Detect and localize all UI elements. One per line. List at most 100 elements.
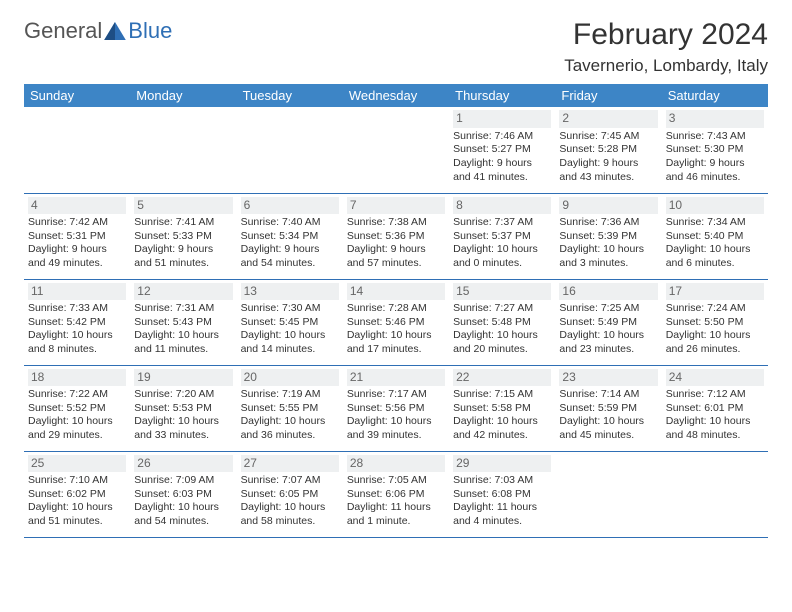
day-number: 26	[134, 455, 232, 473]
sunset-text: Sunset: 5:58 PM	[453, 402, 551, 416]
calendar-day-cell: 12Sunrise: 7:31 AMSunset: 5:43 PMDayligh…	[130, 279, 236, 365]
daylight-text: Daylight: 10 hours and 26 minutes.	[666, 329, 764, 356]
calendar-body: 1Sunrise: 7:46 AMSunset: 5:27 PMDaylight…	[24, 107, 768, 537]
sunrise-text: Sunrise: 7:30 AM	[241, 302, 339, 316]
day-number: 18	[28, 369, 126, 387]
day-number: 21	[347, 369, 445, 387]
sunset-text: Sunset: 5:56 PM	[347, 402, 445, 416]
sunset-text: Sunset: 5:53 PM	[134, 402, 232, 416]
daylight-text: Daylight: 11 hours and 1 minute.	[347, 501, 445, 528]
brand-blue: Blue	[128, 18, 172, 44]
location-text: Tavernerio, Lombardy, Italy	[564, 56, 768, 76]
sunset-text: Sunset: 5:42 PM	[28, 316, 126, 330]
daylight-text: Daylight: 10 hours and 0 minutes.	[453, 243, 551, 270]
daylight-text: Daylight: 10 hours and 3 minutes.	[559, 243, 657, 270]
daylight-text: Daylight: 10 hours and 54 minutes.	[134, 501, 232, 528]
daylight-text: Daylight: 10 hours and 58 minutes.	[241, 501, 339, 528]
weekday-header: Monday	[130, 84, 236, 107]
sunset-text: Sunset: 5:46 PM	[347, 316, 445, 330]
weekday-header-row: SundayMondayTuesdayWednesdayThursdayFrid…	[24, 84, 768, 107]
sunrise-text: Sunrise: 7:33 AM	[28, 302, 126, 316]
day-number: 8	[453, 197, 551, 215]
calendar-day-cell: 15Sunrise: 7:27 AMSunset: 5:48 PMDayligh…	[449, 279, 555, 365]
daylight-text: Daylight: 10 hours and 20 minutes.	[453, 329, 551, 356]
daylight-text: Daylight: 9 hours and 54 minutes.	[241, 243, 339, 270]
sunrise-text: Sunrise: 7:10 AM	[28, 474, 126, 488]
daylight-text: Daylight: 9 hours and 57 minutes.	[347, 243, 445, 270]
calendar-day-cell: 14Sunrise: 7:28 AMSunset: 5:46 PMDayligh…	[343, 279, 449, 365]
day-number: 22	[453, 369, 551, 387]
sunset-text: Sunset: 5:52 PM	[28, 402, 126, 416]
sunrise-text: Sunrise: 7:40 AM	[241, 216, 339, 230]
day-number: 12	[134, 283, 232, 301]
day-number: 11	[28, 283, 126, 301]
calendar-day-cell: 18Sunrise: 7:22 AMSunset: 5:52 PMDayligh…	[24, 365, 130, 451]
sunset-text: Sunset: 5:30 PM	[666, 143, 764, 157]
daylight-text: Daylight: 10 hours and 8 minutes.	[28, 329, 126, 356]
daylight-text: Daylight: 10 hours and 33 minutes.	[134, 415, 232, 442]
sunrise-text: Sunrise: 7:03 AM	[453, 474, 551, 488]
sunrise-text: Sunrise: 7:41 AM	[134, 216, 232, 230]
calendar-day-cell: 24Sunrise: 7:12 AMSunset: 6:01 PMDayligh…	[662, 365, 768, 451]
daylight-text: Daylight: 10 hours and 14 minutes.	[241, 329, 339, 356]
title-block: February 2024 Tavernerio, Lombardy, Ital…	[564, 18, 768, 76]
sunrise-text: Sunrise: 7:05 AM	[347, 474, 445, 488]
day-number: 5	[134, 197, 232, 215]
calendar-day-cell: 28Sunrise: 7:05 AMSunset: 6:06 PMDayligh…	[343, 451, 449, 537]
day-number: 6	[241, 197, 339, 215]
calendar-day-cell: 1Sunrise: 7:46 AMSunset: 5:27 PMDaylight…	[449, 107, 555, 193]
sunset-text: Sunset: 5:39 PM	[559, 230, 657, 244]
sunrise-text: Sunrise: 7:22 AM	[28, 388, 126, 402]
sunrise-text: Sunrise: 7:34 AM	[666, 216, 764, 230]
calendar-empty-cell	[343, 107, 449, 193]
daylight-text: Daylight: 10 hours and 17 minutes.	[347, 329, 445, 356]
daylight-text: Daylight: 10 hours and 29 minutes.	[28, 415, 126, 442]
day-number: 19	[134, 369, 232, 387]
weekday-header: Friday	[555, 84, 661, 107]
calendar-table: SundayMondayTuesdayWednesdayThursdayFrid…	[24, 84, 768, 538]
daylight-text: Daylight: 10 hours and 6 minutes.	[666, 243, 764, 270]
daylight-text: Daylight: 11 hours and 4 minutes.	[453, 501, 551, 528]
sunrise-text: Sunrise: 7:19 AM	[241, 388, 339, 402]
calendar-day-cell: 17Sunrise: 7:24 AMSunset: 5:50 PMDayligh…	[662, 279, 768, 365]
sunset-text: Sunset: 6:03 PM	[134, 488, 232, 502]
calendar-week-row: 1Sunrise: 7:46 AMSunset: 5:27 PMDaylight…	[24, 107, 768, 193]
calendar-empty-cell	[662, 451, 768, 537]
day-number: 20	[241, 369, 339, 387]
sunset-text: Sunset: 6:02 PM	[28, 488, 126, 502]
calendar-day-cell: 6Sunrise: 7:40 AMSunset: 5:34 PMDaylight…	[237, 193, 343, 279]
logo-triangle-icon	[104, 22, 126, 40]
day-number: 15	[453, 283, 551, 301]
daylight-text: Daylight: 10 hours and 45 minutes.	[559, 415, 657, 442]
sunset-text: Sunset: 5:37 PM	[453, 230, 551, 244]
sunrise-text: Sunrise: 7:25 AM	[559, 302, 657, 316]
day-number: 3	[666, 110, 764, 128]
calendar-empty-cell	[130, 107, 236, 193]
day-number: 1	[453, 110, 551, 128]
sunset-text: Sunset: 5:40 PM	[666, 230, 764, 244]
daylight-text: Daylight: 10 hours and 51 minutes.	[28, 501, 126, 528]
daylight-text: Daylight: 9 hours and 41 minutes.	[453, 157, 551, 184]
page-header: General Blue February 2024 Tavernerio, L…	[24, 18, 768, 76]
calendar-day-cell: 11Sunrise: 7:33 AMSunset: 5:42 PMDayligh…	[24, 279, 130, 365]
day-number: 17	[666, 283, 764, 301]
weekday-header: Saturday	[662, 84, 768, 107]
calendar-day-cell: 13Sunrise: 7:30 AMSunset: 5:45 PMDayligh…	[237, 279, 343, 365]
calendar-week-row: 11Sunrise: 7:33 AMSunset: 5:42 PMDayligh…	[24, 279, 768, 365]
sunset-text: Sunset: 6:06 PM	[347, 488, 445, 502]
sunset-text: Sunset: 5:50 PM	[666, 316, 764, 330]
weekday-header: Sunday	[24, 84, 130, 107]
calendar-empty-cell	[237, 107, 343, 193]
calendar-day-cell: 16Sunrise: 7:25 AMSunset: 5:49 PMDayligh…	[555, 279, 661, 365]
day-number: 7	[347, 197, 445, 215]
sunrise-text: Sunrise: 7:24 AM	[666, 302, 764, 316]
month-title: February 2024	[564, 18, 768, 52]
sunrise-text: Sunrise: 7:46 AM	[453, 130, 551, 144]
daylight-text: Daylight: 9 hours and 51 minutes.	[134, 243, 232, 270]
calendar-day-cell: 21Sunrise: 7:17 AMSunset: 5:56 PMDayligh…	[343, 365, 449, 451]
weekday-header: Tuesday	[237, 84, 343, 107]
calendar-day-cell: 29Sunrise: 7:03 AMSunset: 6:08 PMDayligh…	[449, 451, 555, 537]
sunset-text: Sunset: 5:31 PM	[28, 230, 126, 244]
daylight-text: Daylight: 10 hours and 48 minutes.	[666, 415, 764, 442]
sunrise-text: Sunrise: 7:14 AM	[559, 388, 657, 402]
